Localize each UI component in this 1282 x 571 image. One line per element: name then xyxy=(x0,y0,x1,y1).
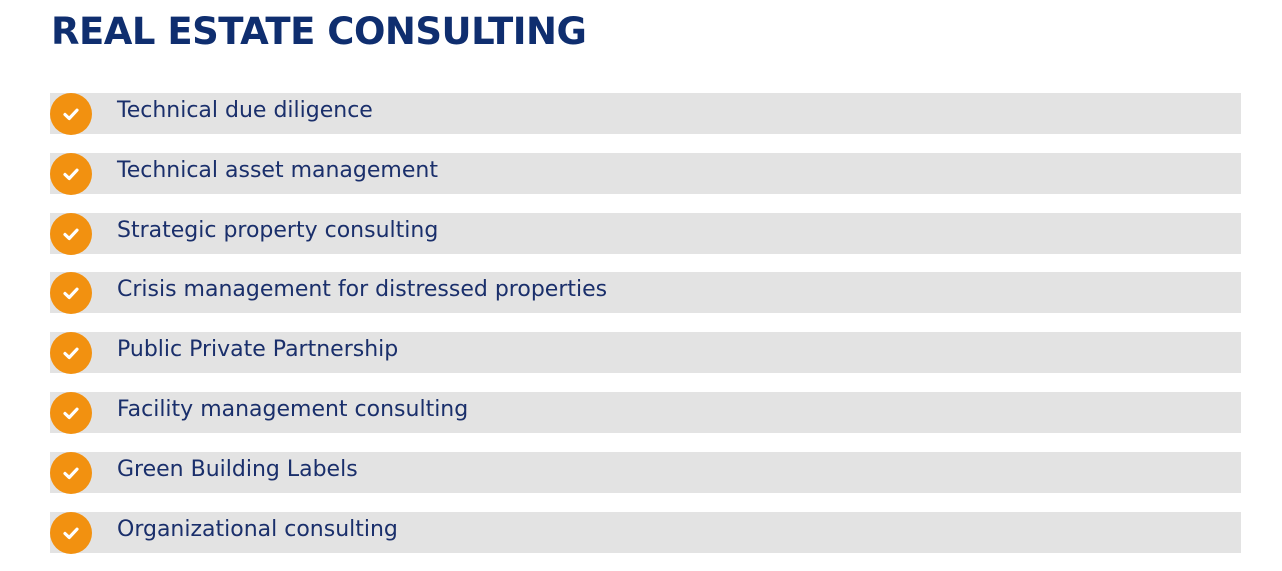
service-list: Technical due diligence Technical asset … xyxy=(50,93,1241,571)
list-item: Crisis management for distressed propert… xyxy=(50,272,1241,315)
check-icon xyxy=(50,451,92,494)
check-icon xyxy=(50,93,92,135)
service-label: Facility management consulting xyxy=(117,396,469,422)
list-item: Facility management consulting xyxy=(50,391,1241,434)
service-label: Technical asset management xyxy=(117,157,438,183)
list-item: Technical due diligence xyxy=(50,93,1241,135)
page-title: REAL ESTATE CONSULTING xyxy=(51,10,587,53)
list-item: Green Building Labels xyxy=(50,451,1241,494)
service-label: Crisis management for distressed propert… xyxy=(117,277,608,303)
service-label: Green Building Labels xyxy=(117,456,358,482)
check-icon xyxy=(50,212,92,255)
check-icon xyxy=(50,272,92,315)
service-label: Public Private Partnership xyxy=(117,337,399,363)
check-icon xyxy=(50,391,92,434)
check-icon xyxy=(50,511,92,554)
list-item: Technical asset management xyxy=(50,152,1241,195)
service-label: Strategic property consulting xyxy=(117,217,439,243)
check-icon xyxy=(50,152,92,195)
list-item: Public Private Partnership xyxy=(50,332,1241,375)
list-item: Organizational consulting xyxy=(50,511,1241,554)
service-label: Technical due diligence xyxy=(117,98,373,123)
list-item: Strategic property consulting xyxy=(50,212,1241,255)
check-icon xyxy=(50,332,92,375)
service-label: Organizational consulting xyxy=(117,516,398,542)
